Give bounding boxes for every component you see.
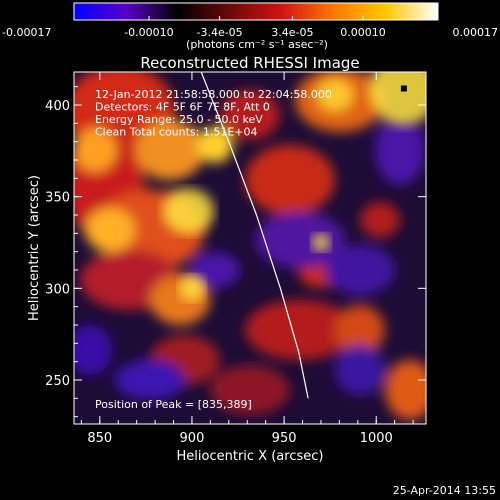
y-tick-label: 300 [45, 282, 70, 297]
x-tick-label: 850 [87, 431, 112, 446]
y-axis-label: Heliocentric Y (arcsec) [27, 175, 42, 321]
chart-title: Reconstructed RHESSI Image [140, 54, 359, 72]
y-axis-ticks: 250 300 350 400 [45, 86, 426, 418]
bright-spot [311, 233, 331, 252]
colorbar-tick-label: 0.00010 [340, 26, 386, 39]
colorbar-unit-label: (photons cm⁻² s⁻¹ asec⁻²) [186, 38, 328, 51]
x-tick-label: 1000 [360, 431, 393, 446]
info-line: Clean Total counts: 1.51E+04 [95, 126, 258, 139]
y-tick-label: 400 [45, 99, 70, 114]
colorbar-tick-label: -3.4e-05 [196, 26, 242, 39]
colorbar-tick-label: -0.00017 [2, 26, 51, 39]
x-axis-label: Heliocentric X (arcsec) [177, 449, 324, 464]
colorbar-ticks: -0.00017 -0.00010 -3.4e-05 3.4e-05 0.00010 0.… [2, 16, 498, 39]
bright-spot [368, 72, 426, 126]
colorbar-tick-label: 0.00017 [453, 26, 499, 39]
heatmap-image [74, 72, 426, 424]
peak-position-label: Position of Peak = [835,389] [95, 398, 252, 411]
peak-marker [400, 85, 407, 92]
colorbar-tick-label: -0.00010 [124, 26, 173, 39]
y-tick-label: 250 [45, 374, 70, 389]
x-tick-label: 900 [180, 431, 205, 446]
bright-spot [179, 275, 205, 302]
info-line: Energy Range: 25.0 - 50.0 keV [95, 113, 263, 126]
plot-frame [73, 71, 427, 425]
info-line: Detectors: 4F 5F 6F 7F 8F, Att 0 [95, 101, 270, 114]
plot-timestamp: 25-Apr-2014 13:55 [393, 484, 496, 497]
colorbar-tick-label: 3.4e-05 [271, 26, 313, 39]
info-line: 12-Jan-2012 21:58:58.000 to 22:04:58.000 [95, 88, 332, 101]
bright-spot [162, 188, 215, 235]
colorbar [73, 2, 439, 21]
solar-limb-curve [200, 72, 309, 399]
y-tick-label: 350 [45, 191, 70, 206]
x-axis-ticks: 850 900 950 1000 [80, 72, 414, 446]
x-tick-label: 950 [272, 431, 297, 446]
observation-info: 12-Jan-2012 21:58:58.000 to 22:04:58.000… [95, 88, 332, 139]
